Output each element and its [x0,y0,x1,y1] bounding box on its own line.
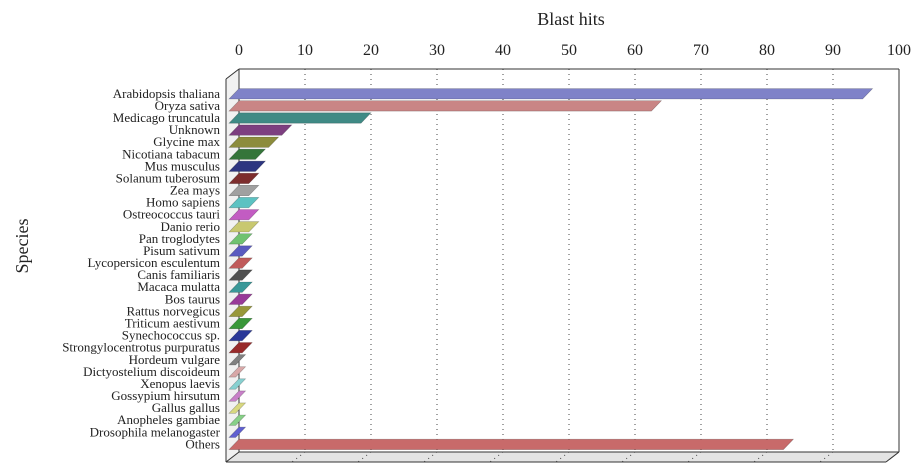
category-label-solanum-tuberosum: Solanum tuberosum [116,170,220,185]
left-floor-edge [225,451,240,463]
bar-gossypium-hirsutum [228,390,247,402]
x-tick-label-40: 40 [495,42,511,59]
bar-rattus-norvegicus [228,305,253,317]
bar-solanum-tuberosum [228,172,260,184]
bar-others [228,438,795,450]
category-label-pan-troglodytes: Pan troglodytes [139,231,220,246]
bar-glycine-max [228,136,280,148]
category-label-triticum-aestivum: Triticum aestivum [125,316,220,331]
back-wall [239,69,899,452]
bar-lycopersicon-esculentum [228,257,253,269]
y-axis-label: Species [12,219,32,274]
category-label-gallus-gallus: Gallus gallus [152,400,220,415]
x-tick-label-100: 100 [887,42,911,59]
x-tick-label-60: 60 [627,42,643,59]
category-label-rattus-norvegicus: Rattus norvegicus [126,303,220,318]
category-label-arabidopsis-thaliana: Arabidopsis thaliana [113,86,220,101]
bar-macaca-mulatta [228,281,253,293]
bar-zea-mays [228,185,260,196]
category-label-mus-musculus: Mus musculus [145,158,220,173]
category-label-synechococcus-sp: Synechococcus sp. [122,328,220,343]
category-label-medicago-truncatula: Medicago truncatula [113,110,220,125]
bar-oryza-sativa [228,100,663,112]
bar-synechococcus-sp [228,330,253,342]
bar-bos-taurus [228,293,253,305]
category-label-hordeum-vulgare: Hordeum vulgare [129,352,221,367]
category-label-anopheles-gambiae: Anopheles gambiae [117,412,220,427]
plot-frame [225,68,900,463]
top-left-depth-edge [225,68,240,80]
category-label-canis-familiaris: Canis familiaris [137,267,220,282]
bar-gallus-gallus [228,402,247,414]
floor [226,452,899,462]
bar-danio-rerio [228,221,260,233]
bar-homo-sapiens [228,197,260,209]
bar-canis-familiaris [228,269,253,281]
bar-arabidopsis-thaliana [228,88,874,100]
x-tick-label-30: 30 [429,42,445,59]
bars [228,88,874,450]
category-label-nicotiana-tabacum: Nicotiana tabacum [122,146,220,161]
category-label-pisum-sativum: Pisum sativum [143,243,220,258]
bar-triticum-aestivum [228,317,253,330]
x-tick-labels: 0 10 20 30 40 50 60 70 80 90 100 [235,42,911,59]
bar-nicotiana-tabacum [228,148,267,160]
category-label-bos-taurus: Bos taurus [165,291,220,306]
bar-strongylocentrotus-purpuratus [228,342,253,354]
category-label-dictyostelium-discoideum: Dictyostelium discoideum [83,364,220,379]
category-label-danio-rerio: Danio rerio [160,219,220,234]
bottom-right-depth-edge [885,451,900,463]
bar-anopheles-gambiae [228,414,247,426]
bar-unknown [228,124,293,136]
bar-drosophila-melanogaster [228,426,247,438]
bar-xenopus-laevis [228,378,247,390]
x-tick-label-50: 50 [561,42,577,59]
category-label-lycopersicon-esculentum: Lycopersicon esculentum [88,255,221,270]
category-label-gossypium-hirsutum: Gossypium hirsutum [111,388,220,403]
category-label-oryza-sativa: Oryza sativa [155,98,221,113]
bar-dictyostelium-discoideum [228,366,247,378]
category-label-glycine-max: Glycine max [153,134,220,149]
category-label-xenopus-laevis: Xenopus laevis [140,376,220,391]
category-label-ostreococcus-tauri: Ostreococcus tauri [123,207,220,222]
category-label-unknown: Unknown [169,122,221,137]
x-tick-label-80: 80 [759,42,775,59]
bar-pan-troglodytes [228,233,253,245]
category-label-homo-sapiens: Homo sapiens [146,195,220,210]
bar-hordeum-vulgare [228,354,247,366]
category-label-drosophila-melanogaster: Drosophila melanogaster [90,424,221,439]
bar-medicago-truncatula [228,112,372,124]
category-label-strongylocentrotus-purpuratus: Strongylocentrotus purpuratus [62,340,220,355]
x-tick-label-90: 90 [825,42,841,59]
category-label-macaca-mulatta: Macaca mulatta [137,279,220,294]
x-tick-label-70: 70 [693,42,709,59]
category-label-zea-mays: Zea mays [170,183,220,198]
x-tick-label-10: 10 [297,42,313,59]
bar-mus-musculus [228,160,267,172]
category-label-others: Others [185,436,220,451]
x-tick-label-0: 0 [235,42,243,59]
x-tick-label-20: 20 [363,42,379,59]
bar-ostreococcus-tauri [228,209,260,221]
bar-pisum-sativum [228,245,253,257]
x-axis-label: Blast hits [537,9,605,29]
